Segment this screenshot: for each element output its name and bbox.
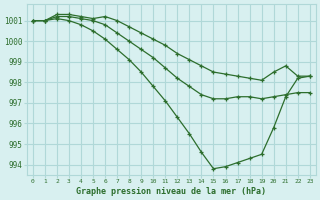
X-axis label: Graphe pression niveau de la mer (hPa): Graphe pression niveau de la mer (hPa): [76, 187, 266, 196]
